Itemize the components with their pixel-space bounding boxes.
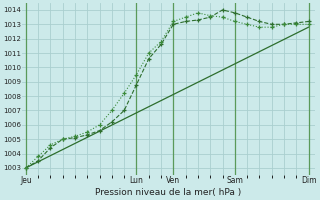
- X-axis label: Pression niveau de la mer( hPa ): Pression niveau de la mer( hPa ): [95, 188, 242, 197]
